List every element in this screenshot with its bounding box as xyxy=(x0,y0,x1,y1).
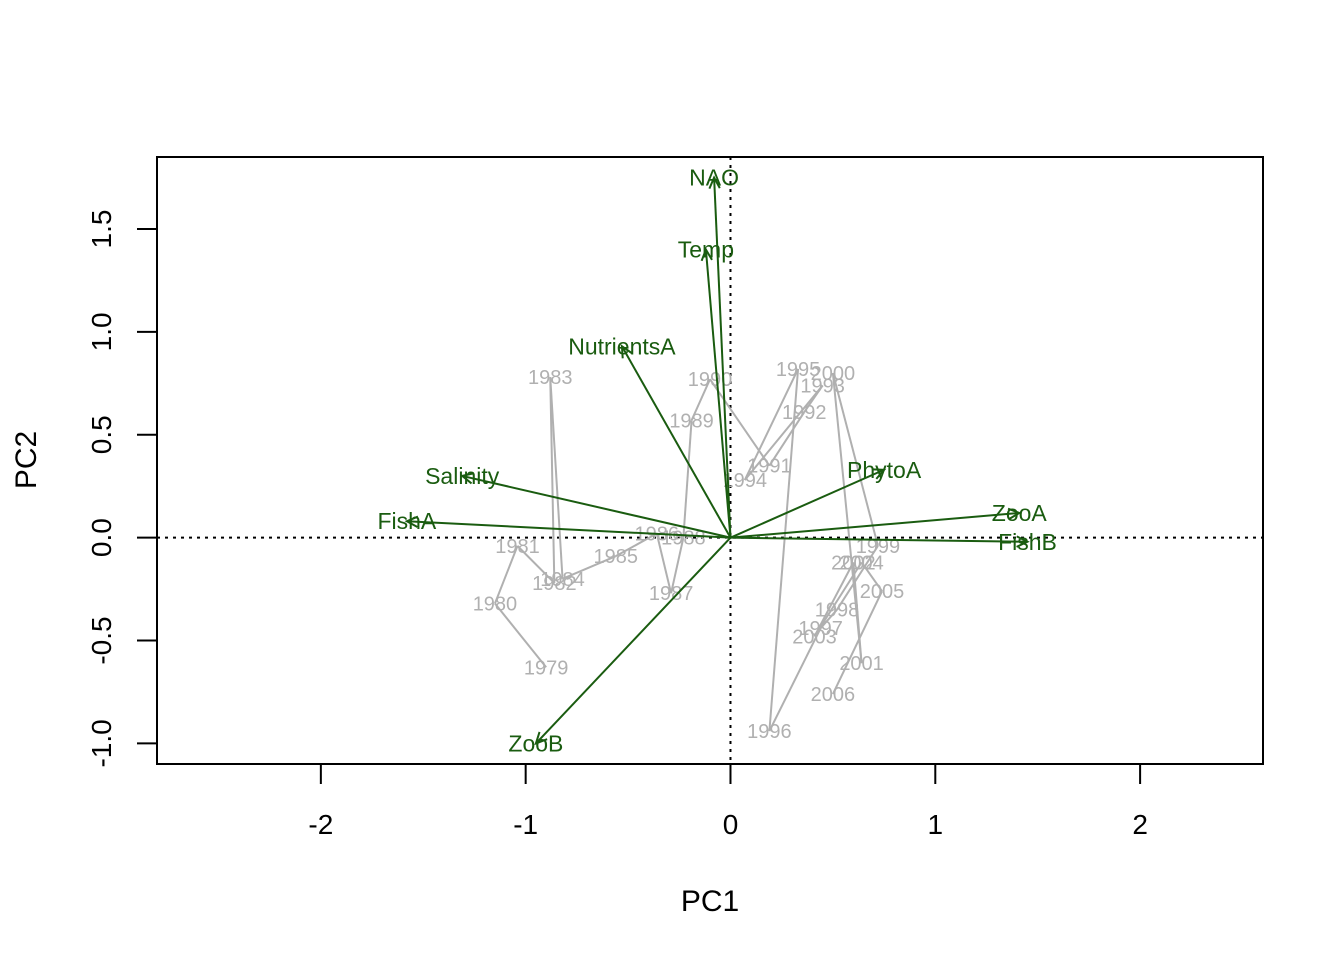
year-label: 2003 xyxy=(792,626,837,648)
year-label: 2005 xyxy=(860,581,905,603)
trajectory-segment xyxy=(682,420,693,538)
y-tick-label: 0.5 xyxy=(86,415,117,454)
x-tick-label: -2 xyxy=(308,809,333,840)
loading-label: ZooA xyxy=(992,500,1048,526)
year-label: 1979 xyxy=(524,657,569,679)
trajectory-segment xyxy=(768,368,800,732)
year-label: 1983 xyxy=(528,367,573,389)
year-label: 1988 xyxy=(661,528,706,550)
year-label: 1984 xyxy=(540,569,585,591)
trajectory-segment xyxy=(813,561,863,637)
year-label: 1996 xyxy=(747,721,792,743)
trajectory-segment xyxy=(562,555,617,580)
trajectory-segment xyxy=(655,533,673,594)
trajectory-segment xyxy=(819,609,838,629)
year-label: 2004 xyxy=(839,552,884,574)
loading-label: FishB xyxy=(998,529,1057,555)
x-tick-label: 1 xyxy=(928,809,944,840)
year-label: 2006 xyxy=(811,684,856,706)
y-tick-label: -1.0 xyxy=(86,719,117,767)
trajectory-segment xyxy=(768,411,806,467)
loading-arrow-head xyxy=(1007,507,1022,520)
loading-arrow xyxy=(406,520,731,539)
loading-arrow-head xyxy=(459,472,475,485)
year-trajectory: 1979198019811982198319841985198619871988… xyxy=(473,359,905,743)
loading-label: Salinity xyxy=(425,463,500,489)
loading-label: NutrientsA xyxy=(568,333,676,359)
loading-arrow xyxy=(730,536,1028,543)
year-label: 1981 xyxy=(495,536,540,558)
x-axis-title: PC1 xyxy=(681,885,739,918)
loading-arrow-head xyxy=(700,247,713,262)
loading-arrow xyxy=(704,249,732,538)
loading-arrow xyxy=(535,536,732,745)
year-label: 1998 xyxy=(815,600,860,622)
y-axis-title: PC2 xyxy=(10,431,43,489)
reference-lines xyxy=(157,157,1263,764)
trajectory-segment xyxy=(860,561,883,592)
loading-arrows: NAO Temp NutrientsA Salinity FishA ZooB PhytoA… xyxy=(377,165,1056,757)
loading-arrow-head xyxy=(708,175,721,190)
loading-label: Temp xyxy=(678,237,734,263)
loading-label: ZooB xyxy=(508,730,563,756)
y-tick-label: 1.5 xyxy=(86,210,117,249)
year-label: 1990 xyxy=(688,369,733,391)
trajectory-segment xyxy=(494,602,547,668)
x-tick-label: -1 xyxy=(513,809,538,840)
trajectory-segment xyxy=(836,545,879,611)
trajectory-segment xyxy=(516,545,556,584)
x-tick-label: 2 xyxy=(1132,809,1148,840)
y-tick-label: 1.0 xyxy=(86,312,117,351)
trajectory-segment xyxy=(615,532,658,558)
year-label: 1992 xyxy=(782,402,827,424)
trajectory-segment xyxy=(831,372,879,547)
loading-label: PhytoA xyxy=(847,457,922,483)
year-label: 1982 xyxy=(532,573,577,595)
trajectory-segment xyxy=(690,378,711,421)
loading-arrow xyxy=(621,345,732,539)
trajectory-segment xyxy=(670,537,685,594)
trajectory-segment xyxy=(768,627,822,732)
year-label: 1994 xyxy=(723,470,768,492)
trajectory-segment xyxy=(744,384,824,481)
year-label: 1980 xyxy=(473,594,518,616)
y-tick-label: 0.0 xyxy=(86,518,117,557)
y-tick-label: -0.5 xyxy=(86,616,117,664)
loading-arrow xyxy=(713,177,732,538)
loading-arrow xyxy=(730,511,1020,539)
trajectory-segment xyxy=(852,562,863,664)
trajectory-segment xyxy=(831,590,883,695)
loading-arrow-head xyxy=(404,515,419,528)
year-label: 2000 xyxy=(811,363,856,385)
trajectory-segment xyxy=(549,377,556,583)
x-tick-label: 0 xyxy=(723,809,739,840)
loading-arrow xyxy=(730,468,885,539)
year-label: 1999 xyxy=(856,536,901,558)
year-label: 1997 xyxy=(798,618,843,640)
loading-arrow-head xyxy=(534,731,548,746)
year-label: 1985 xyxy=(594,546,639,568)
year-label: 2001 xyxy=(839,653,884,675)
year-label: 1995 xyxy=(776,359,821,381)
loading-label: FishA xyxy=(377,508,436,534)
loading-label: NAO xyxy=(689,165,739,191)
year-label: 1989 xyxy=(669,410,714,432)
year-label: 1991 xyxy=(747,456,792,478)
y-axis: -1.0 -0.5 0.0 0.5 1.0 1.5 xyxy=(86,210,158,768)
loading-arrow-head xyxy=(620,344,633,359)
x-axis: -2 -1 0 1 2 xyxy=(308,763,1148,840)
loading-arrow xyxy=(461,474,731,539)
year-label: 2002 xyxy=(831,552,876,574)
year-label: 1993 xyxy=(800,375,845,397)
loading-arrow-head xyxy=(872,468,887,480)
trajectory-segment xyxy=(743,368,799,481)
trajectory-segment xyxy=(549,377,564,579)
trajectory-segment xyxy=(494,545,519,604)
loading-arrow-head xyxy=(1016,535,1030,548)
trajectory-segment xyxy=(813,561,855,637)
